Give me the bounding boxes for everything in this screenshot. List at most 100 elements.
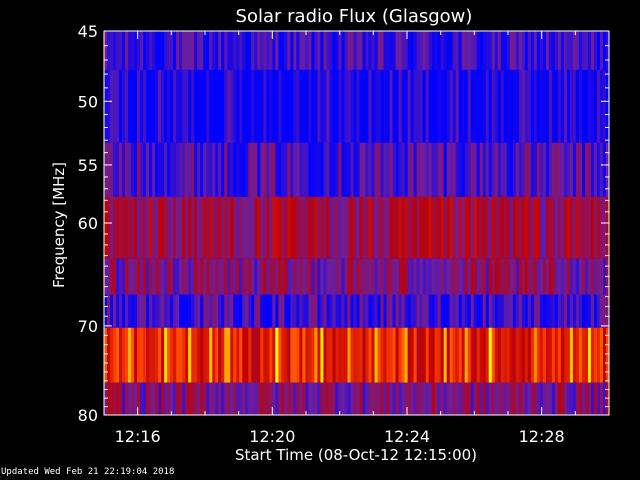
spectrogram-cell	[299, 31, 303, 70]
spectrogram-cell	[479, 69, 484, 143]
spectrogram-cell	[368, 196, 372, 259]
spectrogram-cell	[539, 69, 544, 143]
spectrogram-cell	[236, 196, 240, 259]
spectrogram-cell	[539, 258, 544, 295]
spectrogram-cell	[275, 294, 279, 328]
spectrogram-cell	[152, 196, 156, 259]
y-axis-label: Frequency [MHz]	[50, 162, 68, 288]
spectrogram-cell	[143, 31, 147, 70]
spectrogram-cell	[188, 31, 192, 70]
spectrogram-cell	[242, 258, 246, 295]
spectrogram-cell	[593, 382, 598, 415]
spectrogram-cell	[392, 31, 396, 70]
spectrogram-cell	[329, 327, 333, 383]
spectrogram-cell	[518, 31, 523, 70]
spectrogram-cell	[149, 31, 153, 70]
spectrogram-cell	[326, 69, 330, 143]
spectrogram-cell	[224, 382, 228, 415]
spectrogram-cell	[587, 294, 592, 328]
spectrogram-cell	[413, 382, 418, 415]
spectrogram-cell	[428, 258, 433, 295]
spectrogram-cell	[359, 31, 363, 70]
spectrogram-cell	[335, 196, 339, 259]
spectrogram-cell	[149, 196, 153, 259]
spectrogram-cell	[425, 258, 430, 295]
spectrogram-cell	[557, 196, 562, 259]
spectrogram-cell	[218, 142, 222, 197]
spectrogram-cell	[479, 31, 484, 70]
spectrogram-cell	[380, 294, 384, 328]
spectrogram-cell	[170, 69, 174, 143]
spectrogram-cell	[317, 327, 321, 383]
spectrogram-cell	[374, 327, 378, 383]
spectrogram-cell	[458, 294, 463, 328]
spectrogram-cell	[554, 382, 559, 415]
spectrogram-cell	[116, 294, 120, 328]
spectrogram-cell	[566, 382, 571, 415]
spectrogram-cell	[434, 196, 439, 259]
spectrogram-cell	[512, 294, 517, 328]
spectrogram-cell	[296, 258, 300, 295]
spectrogram-cell	[173, 142, 177, 197]
frequency-band-4	[104, 258, 610, 295]
spectrogram-cell	[281, 382, 285, 415]
spectrogram-cell	[356, 294, 360, 328]
spectrogram-cell	[470, 382, 475, 415]
spectrogram-cell	[302, 142, 306, 197]
spectrogram-cell	[413, 196, 418, 259]
spectrogram-cell	[323, 258, 327, 295]
spectrogram-cell	[125, 196, 129, 259]
spectrogram-cell	[470, 142, 475, 197]
spectrogram-cell	[185, 69, 189, 143]
spectrogram-cell	[227, 258, 231, 295]
spectrogram-cell	[491, 382, 496, 415]
spectrogram-cell	[356, 258, 360, 295]
spectrogram-cell	[158, 258, 162, 295]
spectrogram-cell	[542, 69, 547, 143]
spectrogram-cell	[302, 196, 306, 259]
spectrogram-cell	[290, 327, 294, 383]
x-tick-label: 12:24	[384, 427, 430, 446]
spectrogram-cell	[266, 142, 270, 197]
spectrogram-cell	[245, 258, 249, 295]
spectrogram-cell	[197, 294, 201, 328]
spectrogram-cell	[494, 382, 499, 415]
spectrogram-cell	[530, 196, 535, 259]
spectrogram-cell	[593, 69, 598, 143]
spectrogram-cell	[302, 382, 306, 415]
spectrogram-cell	[329, 382, 333, 415]
spectrogram-cell	[569, 142, 574, 197]
spectrogram-cell	[500, 142, 505, 197]
spectrogram-cell	[377, 327, 381, 383]
spectrogram-cell	[107, 294, 111, 328]
spectrogram-cell	[218, 196, 222, 259]
spectrogram-cell	[284, 69, 288, 143]
spectrogram-cell	[602, 196, 607, 259]
spectrogram-cell	[104, 196, 108, 259]
spectrogram-cell	[419, 31, 424, 70]
spectrogram-cell	[485, 294, 490, 328]
spectrogram-cell	[365, 327, 369, 383]
spectrogram-cell	[467, 258, 472, 295]
spectrogram-cell	[422, 196, 427, 259]
spectrogram-cell	[317, 31, 321, 70]
spectrogram-cell	[503, 258, 508, 295]
spectrogram-cell	[149, 294, 153, 328]
spectrogram-cell	[524, 327, 529, 383]
spectrogram-cell	[545, 69, 550, 143]
spectrogram-cell	[476, 382, 481, 415]
spectrogram-cell	[152, 294, 156, 328]
spectrogram-cell	[383, 31, 387, 70]
spectrogram-cell	[374, 382, 378, 415]
spectrogram-cell	[503, 294, 508, 328]
spectrogram-cell	[398, 294, 402, 328]
spectrogram-cell	[404, 294, 409, 328]
spectrogram-cell	[311, 294, 315, 328]
spectrogram-cell	[314, 196, 318, 259]
spectrogram-cell	[422, 31, 427, 70]
spectrogram-cell	[113, 69, 117, 143]
spectrogram-cell	[179, 196, 183, 259]
spectrogram-cell	[269, 31, 273, 70]
spectrogram-cell	[521, 69, 526, 143]
y-tick-label: 80	[78, 406, 98, 425]
